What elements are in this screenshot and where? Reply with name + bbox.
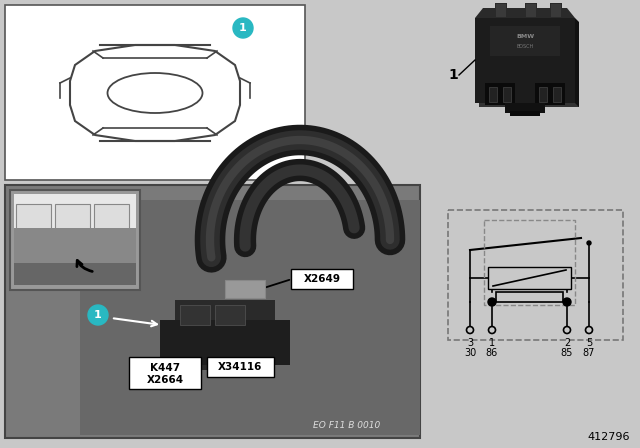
Bar: [5, 185, 420, 438]
Circle shape: [233, 18, 253, 38]
Bar: [485, 83, 515, 105]
Bar: [490, 26, 560, 56]
Polygon shape: [475, 8, 575, 18]
Bar: [496, 4, 506, 17]
Bar: [94, 204, 129, 229]
Text: BOSCH: BOSCH: [516, 43, 534, 48]
Text: 412796: 412796: [588, 432, 630, 442]
Text: K447: K447: [150, 363, 180, 373]
Bar: [14, 228, 136, 285]
Bar: [495, 3, 507, 18]
Bar: [535, 83, 565, 105]
FancyBboxPatch shape: [129, 357, 201, 389]
Bar: [80, 200, 420, 435]
Text: EO F11 B 0010: EO F11 B 0010: [313, 421, 380, 430]
Text: 1: 1: [239, 23, 247, 33]
FancyBboxPatch shape: [291, 269, 353, 289]
Bar: [180, 305, 210, 325]
Text: 2: 2: [564, 338, 570, 348]
Polygon shape: [575, 18, 579, 107]
Text: 5: 5: [586, 338, 592, 348]
Text: 86: 86: [486, 348, 498, 358]
Bar: [479, 22, 579, 107]
Text: 87: 87: [583, 348, 595, 358]
Text: 3: 3: [467, 338, 473, 348]
Bar: [14, 194, 136, 229]
Bar: [55, 204, 90, 229]
Bar: [539, 87, 547, 102]
Circle shape: [467, 327, 474, 333]
Text: 1: 1: [94, 310, 102, 320]
Bar: [489, 87, 497, 102]
Text: 1: 1: [489, 338, 495, 348]
FancyBboxPatch shape: [207, 357, 274, 377]
Bar: [160, 320, 290, 365]
Circle shape: [563, 327, 570, 333]
Bar: [10, 190, 140, 290]
Text: X2649: X2649: [303, 274, 340, 284]
Bar: [550, 3, 562, 18]
Bar: [553, 87, 561, 102]
Bar: [14, 263, 136, 285]
Bar: [496, 292, 563, 302]
Bar: [5, 5, 305, 180]
Bar: [484, 220, 575, 305]
Text: 85: 85: [561, 348, 573, 358]
Bar: [488, 267, 571, 289]
Bar: [551, 4, 561, 17]
Bar: [475, 18, 575, 103]
Bar: [448, 210, 623, 340]
Bar: [505, 103, 545, 113]
Bar: [175, 300, 275, 370]
Circle shape: [488, 298, 496, 306]
Bar: [510, 111, 540, 116]
Circle shape: [586, 327, 593, 333]
Circle shape: [88, 305, 108, 325]
Bar: [525, 3, 537, 18]
Text: 1: 1: [448, 68, 458, 82]
Circle shape: [587, 241, 591, 245]
Bar: [16, 204, 51, 229]
Bar: [503, 87, 511, 102]
Text: X34116: X34116: [218, 362, 262, 372]
Text: BMW: BMW: [516, 34, 534, 39]
Bar: [526, 4, 536, 17]
Circle shape: [563, 298, 571, 306]
Circle shape: [488, 327, 495, 333]
Bar: [225, 280, 265, 298]
Bar: [215, 305, 245, 325]
Text: X2664: X2664: [147, 375, 184, 385]
Text: 30: 30: [464, 348, 476, 358]
